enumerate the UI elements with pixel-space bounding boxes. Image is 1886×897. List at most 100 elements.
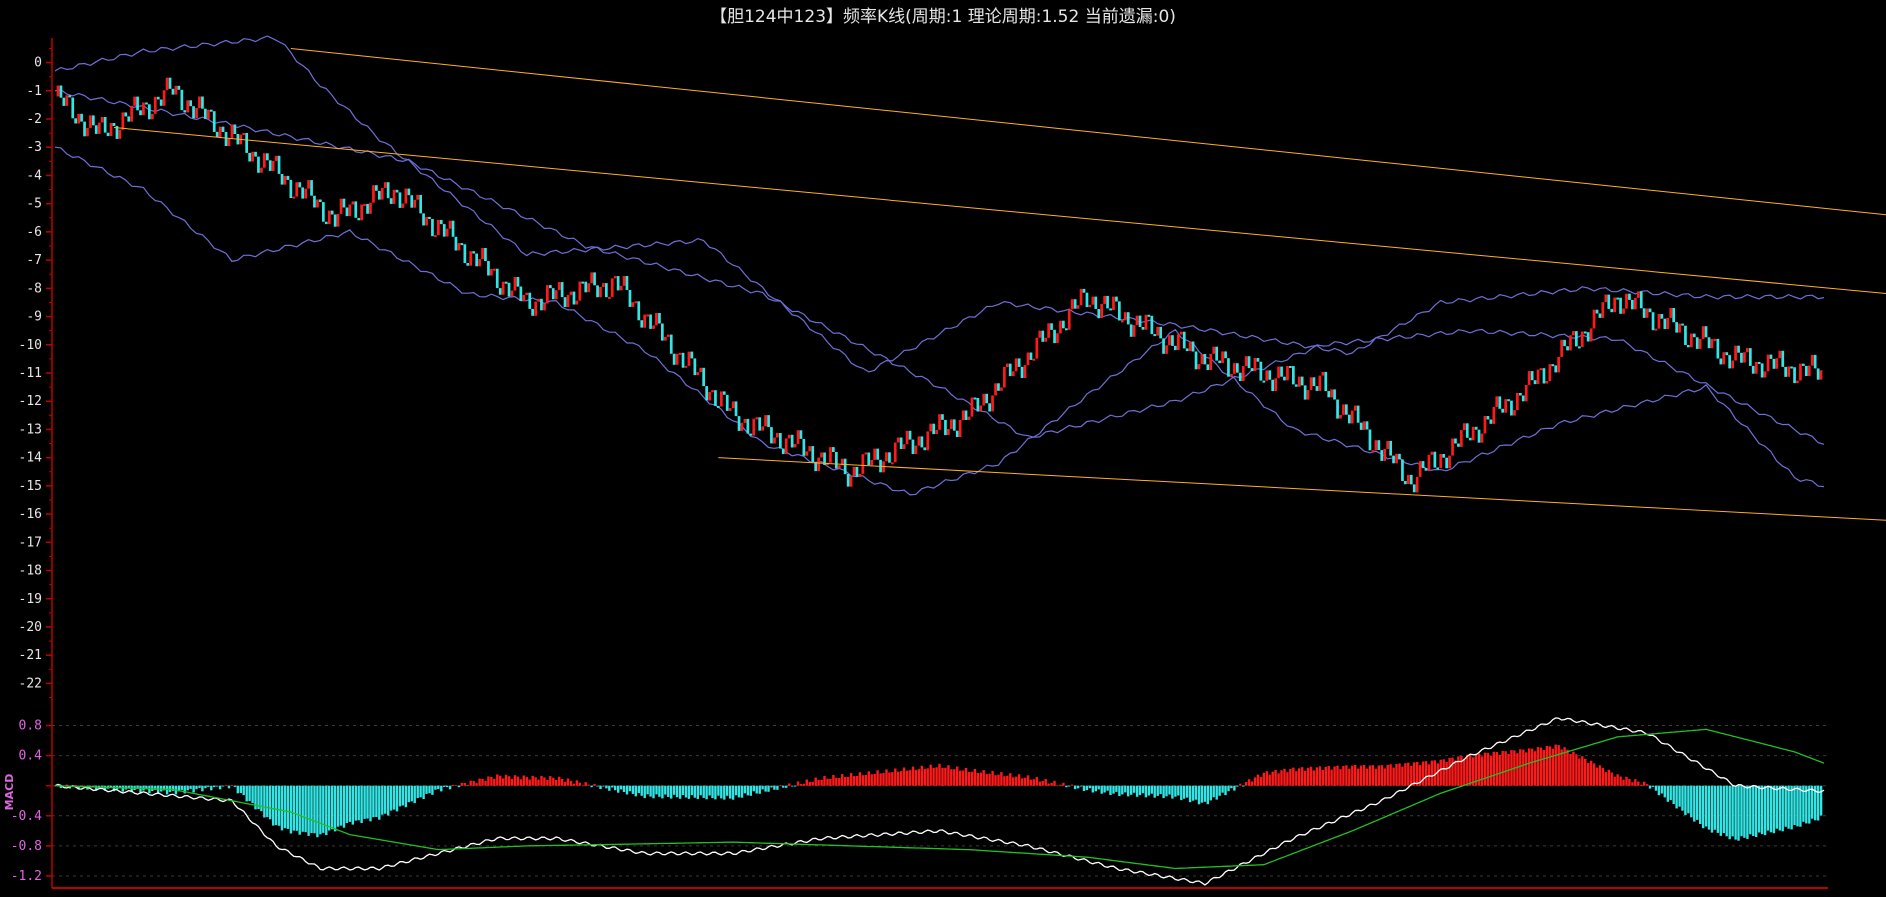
macd-bar-negative	[614, 785, 617, 791]
candle-down	[357, 217, 361, 221]
candle-up	[165, 77, 169, 91]
macd-bar-negative	[764, 785, 767, 792]
candle-down	[1489, 419, 1493, 424]
candle-up	[1604, 294, 1608, 303]
macd-bar-positive	[466, 785, 469, 786]
macd-bar-positive	[493, 778, 496, 786]
macd-bar-negative	[1660, 785, 1664, 794]
macd-bar-positive	[1560, 749, 1563, 786]
candle-up	[1230, 373, 1233, 377]
candle-up	[1395, 453, 1398, 464]
macd-bar-positive	[1392, 767, 1395, 786]
candle-down	[1816, 368, 1820, 380]
macd-bar-negative	[1097, 785, 1100, 790]
macd-bar-positive	[900, 771, 903, 786]
macd-bar-negative	[640, 785, 643, 796]
macd-bar-positive	[1498, 754, 1501, 786]
macd-bar-positive	[475, 783, 478, 786]
macd-bar-negative	[755, 785, 758, 794]
macd-bar-negative	[1156, 785, 1159, 796]
macd-bar-negative	[434, 785, 437, 790]
macd-bar-negative	[1666, 785, 1669, 802]
macd-bar-negative	[717, 785, 720, 796]
candle-up	[271, 160, 275, 171]
candle-up	[1179, 331, 1183, 335]
candle-down	[419, 194, 422, 214]
macd-bar-positive	[1418, 765, 1422, 786]
candle-up	[283, 175, 287, 185]
main-tick-label: -3	[26, 140, 42, 155]
macd-bar-negative	[236, 785, 239, 794]
candle-up	[1810, 354, 1814, 366]
macd-bar-negative	[664, 785, 667, 795]
macd-bar-negative	[596, 785, 599, 787]
macd-bar-positive	[552, 777, 555, 786]
macd-bar-negative	[611, 785, 614, 788]
macd-bar-positive	[1371, 765, 1375, 786]
macd-bar-positive	[1277, 773, 1280, 786]
candle-down	[268, 160, 272, 171]
macd-bar-positive	[566, 778, 570, 786]
candle-up	[1000, 387, 1003, 391]
macd-bar-positive	[1280, 770, 1283, 786]
candle-up	[1495, 396, 1499, 407]
macd-bar-negative	[401, 785, 405, 806]
candle-up	[1209, 353, 1213, 370]
candle-down	[366, 203, 369, 214]
candle-up	[634, 301, 638, 304]
candle-up	[1698, 338, 1702, 349]
macd-bar-positive	[1000, 772, 1003, 786]
candle-down	[625, 276, 629, 290]
candle-down	[581, 281, 585, 284]
candle-up	[1318, 375, 1322, 391]
candle-down	[1554, 365, 1558, 373]
macd-bar-negative	[189, 785, 192, 789]
candle-down	[1041, 330, 1045, 342]
macd-bar-negative	[440, 785, 443, 792]
macd-bar-negative	[602, 785, 605, 787]
macd-bar-positive	[83, 785, 86, 787]
candle-up	[678, 352, 682, 355]
candle-up	[195, 107, 198, 119]
macd-bar-negative	[658, 785, 661, 797]
candle-up	[1766, 354, 1770, 372]
macd-bar-negative	[245, 785, 248, 802]
macd-bar-positive	[908, 770, 912, 786]
macd-bar-negative	[1150, 785, 1153, 794]
macd-bar-positive	[926, 768, 929, 786]
macd-bar-negative	[183, 785, 186, 794]
candle-down	[1687, 345, 1690, 348]
macd-bar-negative	[325, 785, 328, 836]
macd-bar-positive	[1038, 781, 1041, 786]
macd-bar-negative	[714, 785, 717, 800]
candle-up	[1011, 371, 1015, 377]
candle-up	[655, 313, 658, 326]
macd-bar-negative	[785, 785, 788, 788]
macd-bar-negative	[746, 785, 750, 796]
candle-up	[1690, 333, 1693, 348]
candle-up	[793, 443, 797, 448]
candle-down	[115, 125, 119, 139]
macd-bar-positive	[970, 771, 974, 786]
candle-down	[428, 216, 431, 219]
main-tick-label: -13	[19, 422, 42, 437]
macd-bar-positive	[1474, 753, 1478, 786]
macd-bar-positive	[1015, 776, 1018, 786]
candle-up	[599, 287, 602, 298]
candle-up	[1536, 369, 1540, 385]
main-tick-label: -4	[26, 168, 42, 183]
macd-bar-positive	[1377, 765, 1380, 786]
candle-down	[1607, 294, 1611, 309]
candle-down	[74, 118, 77, 124]
macd-bar-positive	[905, 770, 909, 786]
macd-bar-positive	[1519, 749, 1522, 786]
macd-bar-positive	[997, 774, 1000, 786]
macd-bar-positive	[1345, 765, 1348, 786]
candle-down	[672, 353, 676, 365]
candle-up	[891, 462, 894, 465]
candle-down	[204, 108, 207, 119]
candle-up	[1418, 461, 1422, 477]
macd-bar-negative	[1737, 785, 1740, 841]
macd-bar-negative	[705, 785, 708, 800]
candle-down	[1542, 368, 1546, 384]
